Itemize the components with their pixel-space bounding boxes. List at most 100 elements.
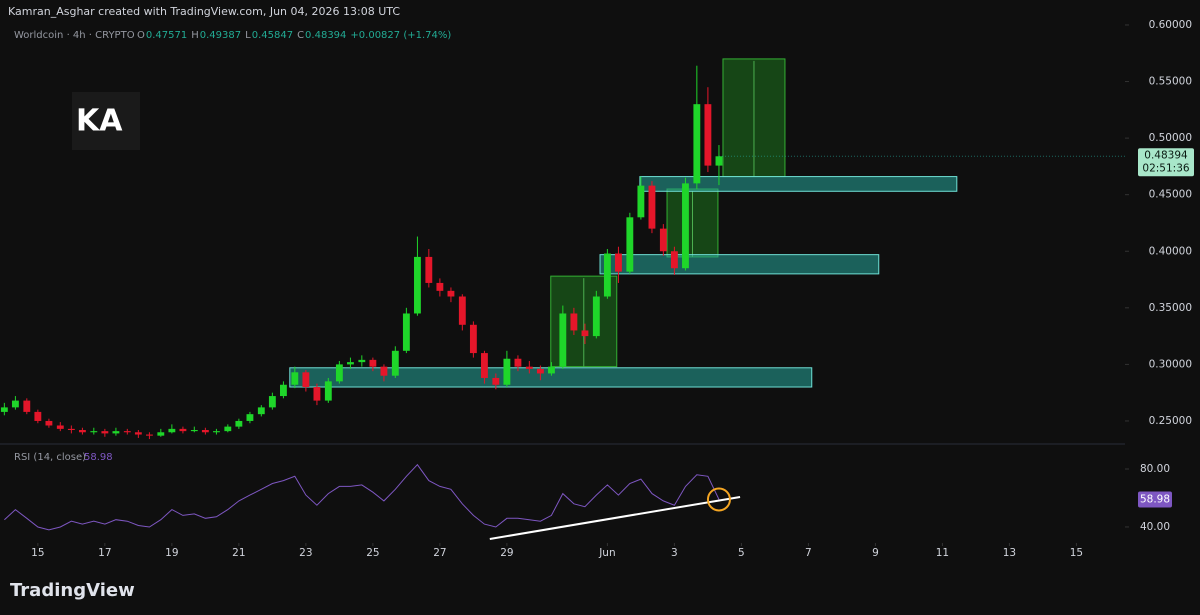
countdown: 02:51:36	[1142, 162, 1189, 174]
candle-body	[56, 425, 64, 429]
candle-body	[425, 256, 433, 283]
ohlc-legend: O 0.47571 H 0.49387 L 0.45847 C 0.48394 +0.00827…	[137, 30, 451, 41]
x-tick-label: 19	[165, 547, 178, 559]
candle-body	[592, 296, 600, 337]
zone	[599, 254, 880, 275]
candle-body	[246, 414, 254, 421]
candle-body	[682, 183, 689, 269]
ohlc-value: 0.45847	[252, 30, 293, 41]
candle-body	[257, 407, 265, 415]
candle-body	[134, 432, 142, 435]
x-tick-label: 9	[872, 547, 879, 559]
ohlc-label: C	[297, 30, 304, 41]
candle-body	[704, 104, 712, 166]
candle-body	[615, 253, 622, 272]
price-badge-value: 0.48394	[1144, 149, 1188, 161]
ohlc-label: H	[191, 30, 199, 41]
x-tick-label: 17	[98, 547, 111, 559]
candle-body	[559, 313, 567, 367]
candle-body	[447, 290, 455, 297]
candle-body	[313, 387, 321, 401]
rsi-badge-value: 58.98	[1140, 493, 1170, 505]
candle-body	[179, 428, 187, 432]
y-tick-label: 0.45000	[1149, 189, 1192, 201]
candle-body	[715, 156, 723, 166]
ohlc-value: 0.48394	[305, 30, 346, 41]
candle-body	[280, 384, 287, 397]
candle-body	[581, 330, 589, 337]
logo: KA	[72, 92, 140, 150]
candle-body	[123, 431, 131, 433]
price-badge	[1138, 148, 1194, 177]
ohlc-label: L	[245, 30, 251, 41]
candle-body	[201, 430, 209, 433]
candle-body	[492, 377, 500, 385]
y-tick-label: 0.55000	[1149, 76, 1192, 88]
x-tick-label: 11	[936, 547, 949, 559]
candle-body	[481, 353, 488, 378]
candle-body	[324, 381, 332, 401]
x-tick-label: 21	[232, 547, 245, 559]
x-tick-label: 27	[433, 547, 446, 559]
ohlc-value: 0.49387	[200, 30, 241, 41]
candle-body	[670, 251, 678, 269]
candle-body	[436, 282, 444, 291]
rsi-title: RSI (14, close)	[14, 452, 86, 463]
candle-body	[402, 313, 410, 351]
candle-body	[212, 431, 220, 433]
x-tick-label: 25	[366, 547, 379, 559]
candle-body	[603, 253, 611, 297]
rsi-pane	[4, 463, 741, 540]
rsi-tick-label: 40.00	[1140, 521, 1170, 533]
rsi-line	[4, 463, 720, 531]
author-line: Kamran_Asghar created with TradingView.c…	[8, 5, 400, 18]
candle-body	[67, 428, 75, 431]
candle-body	[235, 420, 243, 427]
x-tick-label: Jun	[598, 547, 615, 559]
logo-box	[72, 92, 140, 150]
candle-body	[224, 426, 232, 432]
logo-text: KA	[76, 104, 123, 139]
candle-body	[469, 324, 477, 354]
candle-body	[112, 431, 120, 434]
y-tick-label: 0.25000	[1149, 415, 1192, 427]
y-tick-label: 0.40000	[1149, 245, 1192, 257]
candle-body	[525, 366, 533, 369]
rsi-tick-label: 80.00	[1140, 463, 1170, 475]
price-pane	[0, 58, 958, 440]
candle-body	[659, 228, 667, 252]
candle-body	[190, 430, 198, 432]
candle-body	[335, 364, 343, 382]
candle-body	[45, 420, 53, 426]
candle-body	[369, 359, 377, 367]
change-label: +0.00827 (+1.74%)	[350, 30, 451, 41]
symbol-label: Worldcoin · 4h · CRYPTO	[14, 30, 135, 41]
candle-body	[157, 432, 165, 436]
candle-body	[514, 358, 522, 367]
candle-body	[414, 256, 421, 314]
candle-body	[570, 313, 578, 331]
candle-body	[536, 368, 544, 374]
candle-body	[648, 185, 656, 229]
candle-body	[503, 358, 511, 385]
x-tick-label: 3	[671, 547, 678, 559]
candle-body	[458, 296, 466, 325]
trendline	[489, 495, 741, 540]
x-tick-label: 23	[299, 547, 312, 559]
y-tick-label: 0.30000	[1149, 358, 1192, 370]
candle-body	[347, 362, 354, 365]
rsi-badge	[1138, 491, 1172, 508]
candle-body	[78, 430, 86, 433]
candle-body	[548, 366, 555, 374]
candle-body	[101, 431, 109, 434]
x-tick-label: 13	[1003, 547, 1016, 559]
x-tick-label: 7	[805, 547, 812, 559]
candle-body	[391, 350, 399, 376]
x-tick-label: 5	[738, 547, 745, 559]
candle-body	[90, 431, 98, 433]
x-tick-label: 15	[31, 547, 44, 559]
x-tick-label: 15	[1070, 547, 1083, 559]
